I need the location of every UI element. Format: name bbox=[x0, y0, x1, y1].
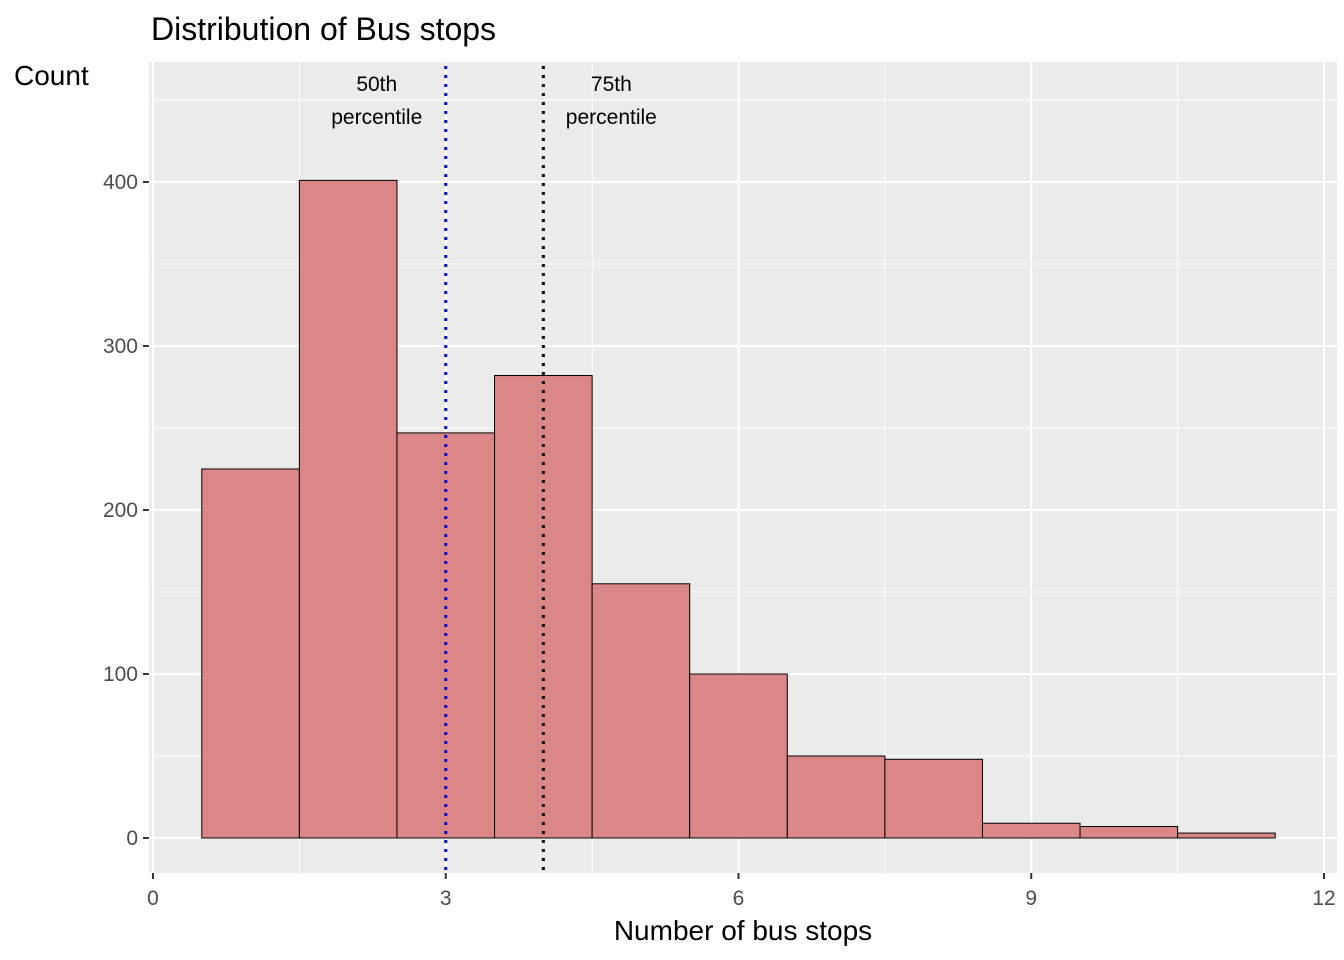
y-tick-label: 100 bbox=[103, 663, 138, 686]
median-line-label: 50th bbox=[356, 73, 397, 96]
y-tick-label: 200 bbox=[103, 499, 138, 522]
x-tick-label: 0 bbox=[147, 887, 159, 910]
histogram-bar bbox=[981, 822, 1081, 839]
percentile-annotations: 50th percentile 75th percentile bbox=[331, 66, 657, 873]
p75-line-label: percentile bbox=[566, 106, 657, 129]
histogram-bar bbox=[201, 468, 300, 839]
histogram-bar bbox=[786, 755, 886, 839]
x-tick-label: 9 bbox=[1025, 887, 1037, 910]
histogram-bar bbox=[1177, 832, 1276, 839]
x-tick-label: 12 bbox=[1312, 887, 1335, 910]
histogram-bar bbox=[884, 758, 983, 839]
axes: 0 3 6 9 12 0 100 200 300 400 bbox=[103, 171, 1336, 910]
y-tick-label: 300 bbox=[103, 335, 138, 358]
histogram-bar bbox=[298, 179, 398, 839]
x-axis-title: Number of bus stops bbox=[614, 915, 872, 946]
y-axis-title: Count bbox=[14, 60, 89, 91]
histogram-bars bbox=[201, 179, 1276, 839]
histogram-bar bbox=[689, 673, 788, 839]
histogram-bar bbox=[591, 583, 691, 839]
p75-line-label: 75th bbox=[591, 73, 632, 96]
median-line-label: percentile bbox=[331, 106, 422, 129]
chart-title: Distribution of Bus stops bbox=[151, 11, 496, 47]
y-tick-label: 400 bbox=[103, 171, 138, 194]
histogram-bar bbox=[1079, 826, 1179, 839]
x-tick-label: 3 bbox=[440, 887, 452, 910]
y-tick-label: 0 bbox=[126, 827, 138, 850]
x-tick-label: 6 bbox=[733, 887, 745, 910]
